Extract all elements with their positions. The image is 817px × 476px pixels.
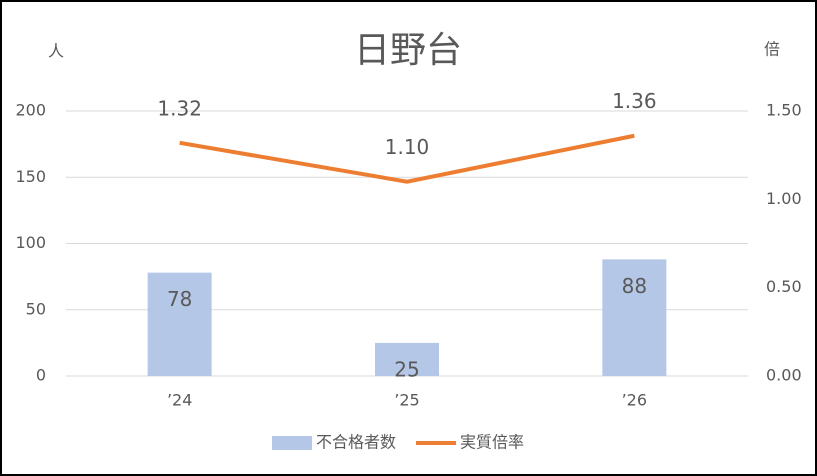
y-tick-label: 100: [15, 233, 46, 252]
y-tick-label: 50: [26, 299, 46, 318]
y2-axis-label: 倍: [764, 40, 780, 59]
y2-tick-label: 1.50: [766, 101, 802, 120]
data-label: 78: [167, 287, 192, 311]
y2-tick-label: 0.50: [766, 277, 802, 296]
data-label: 1.10: [385, 135, 430, 159]
y2-tick-label: 1.00: [766, 189, 802, 208]
line: [179, 133, 635, 184]
legend-swatch: [272, 436, 312, 450]
legend-label: 実質倍率: [460, 433, 524, 452]
data-label: 25: [394, 357, 419, 381]
y-tick-label: 0: [36, 366, 46, 385]
x-tick-label: ’24: [167, 391, 192, 410]
y-tick-label: 150: [15, 167, 46, 186]
y-tick-label: 200: [15, 101, 46, 120]
legend-label: 不合格者数: [316, 433, 396, 452]
y-axis-label: 人: [48, 42, 64, 61]
bar: [147, 272, 212, 376]
data-label: 88: [622, 274, 647, 298]
x-tick-label: ’25: [394, 391, 419, 410]
bar: [602, 259, 667, 376]
bar: [375, 342, 439, 376]
x-tick-label: ’26: [622, 391, 647, 410]
y2-tick-label: 0.00: [766, 366, 802, 385]
data-label: 1.32: [157, 96, 202, 120]
chart-title: 日野台: [354, 30, 462, 71]
data-label: 1.36: [612, 89, 657, 113]
